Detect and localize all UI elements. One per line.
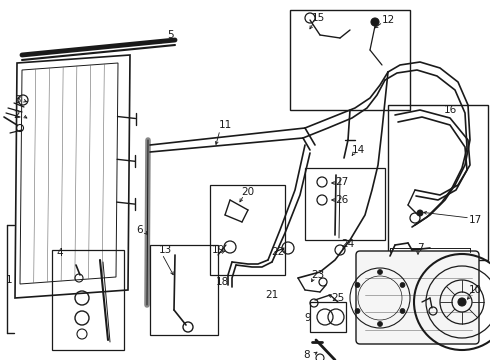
Text: 17: 17 bbox=[468, 215, 482, 225]
Circle shape bbox=[400, 283, 405, 288]
Text: 12: 12 bbox=[381, 15, 394, 25]
Text: 25: 25 bbox=[331, 293, 344, 303]
Text: 20: 20 bbox=[242, 187, 255, 197]
Text: 18: 18 bbox=[216, 277, 229, 287]
Bar bbox=[305, 168, 385, 240]
Circle shape bbox=[355, 309, 360, 314]
Bar bbox=[150, 245, 218, 335]
Circle shape bbox=[371, 18, 379, 26]
Text: 9: 9 bbox=[305, 313, 311, 323]
Text: 27: 27 bbox=[335, 177, 348, 187]
Text: 13: 13 bbox=[158, 245, 172, 255]
Text: 16: 16 bbox=[443, 105, 457, 115]
Text: 15: 15 bbox=[311, 13, 325, 23]
Bar bbox=[310, 302, 346, 332]
Text: 5: 5 bbox=[167, 30, 173, 40]
Text: 10: 10 bbox=[468, 285, 482, 295]
Circle shape bbox=[458, 298, 466, 306]
Text: 14: 14 bbox=[351, 145, 365, 155]
Text: 2: 2 bbox=[14, 110, 20, 120]
Circle shape bbox=[377, 270, 383, 274]
Text: 7: 7 bbox=[416, 243, 423, 253]
Text: 6: 6 bbox=[137, 225, 143, 235]
Text: 11: 11 bbox=[219, 120, 232, 130]
Text: 23: 23 bbox=[311, 270, 325, 280]
FancyBboxPatch shape bbox=[356, 251, 479, 344]
Text: 22: 22 bbox=[271, 247, 285, 257]
Circle shape bbox=[400, 309, 405, 314]
Text: 8: 8 bbox=[304, 350, 310, 360]
Bar bbox=[210, 185, 285, 275]
Bar bbox=[52, 250, 124, 350]
Bar bbox=[388, 105, 488, 260]
Text: 19: 19 bbox=[211, 245, 224, 255]
Circle shape bbox=[355, 283, 360, 288]
Text: 24: 24 bbox=[342, 239, 355, 249]
Circle shape bbox=[377, 321, 383, 327]
Bar bbox=[290, 10, 410, 110]
Circle shape bbox=[417, 210, 423, 216]
Text: 1: 1 bbox=[6, 275, 12, 285]
Text: 26: 26 bbox=[335, 195, 348, 205]
Text: 4: 4 bbox=[57, 248, 63, 258]
Text: 3: 3 bbox=[14, 95, 20, 105]
Text: 21: 21 bbox=[266, 290, 279, 300]
